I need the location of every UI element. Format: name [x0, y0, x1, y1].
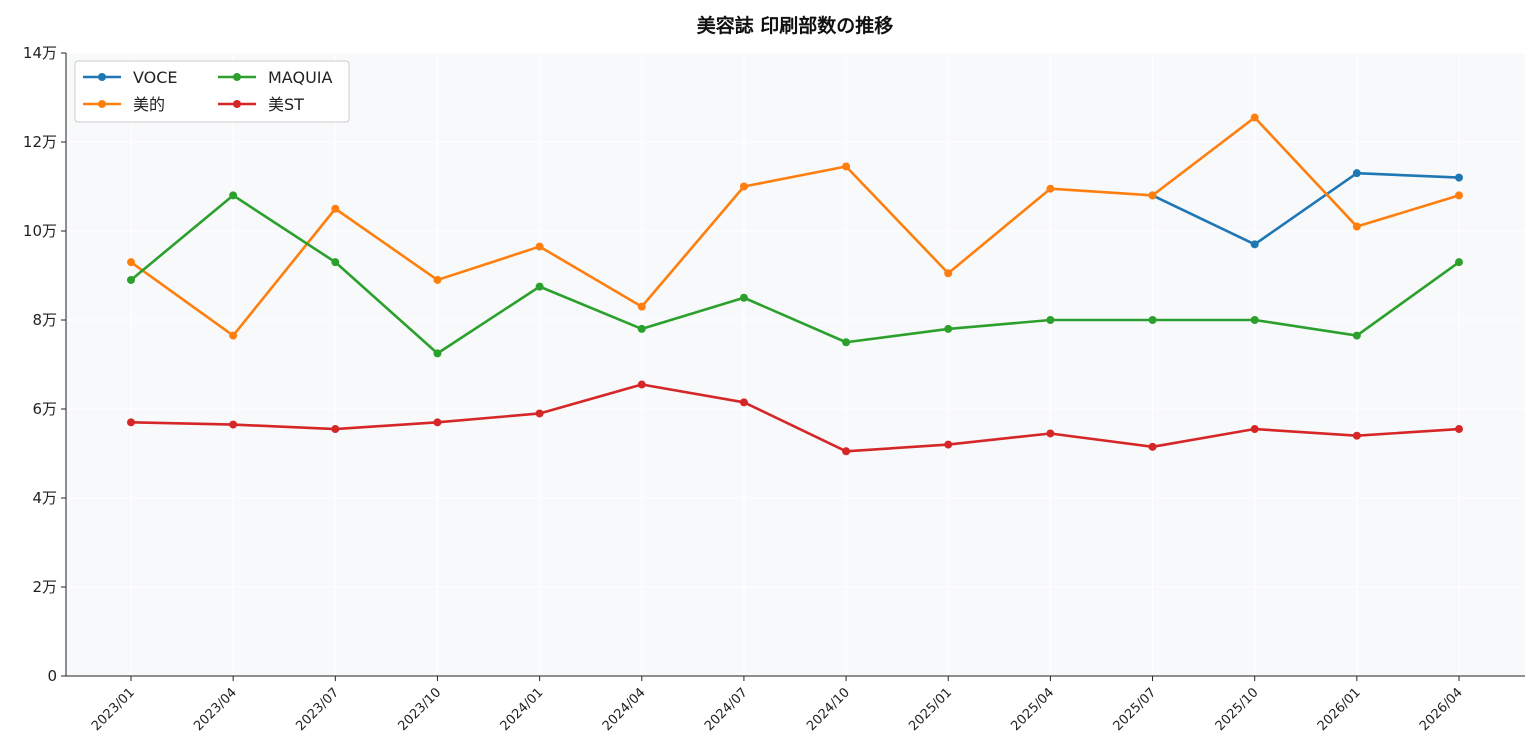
- data-point: [127, 418, 135, 427]
- data-point: [1148, 442, 1157, 451]
- y-tick-label: 8万: [32, 311, 57, 329]
- data-point: [535, 242, 544, 251]
- data-point: [1352, 431, 1361, 440]
- data-point: [739, 398, 748, 407]
- series-line: [129, 383, 1461, 453]
- series-line: [129, 194, 1461, 355]
- data-point: [127, 258, 135, 267]
- x-axis-ticks: 2023/01 2023/04 2023/07 2023/10 2024/01 2024/…: [89, 676, 1466, 734]
- data-point: [535, 409, 544, 418]
- x-tick-label: 2025/04: [1008, 685, 1057, 734]
- data-point: [1352, 331, 1361, 340]
- y-tick-label: 2万: [32, 578, 57, 596]
- legend-item: VOCE: [83, 68, 178, 87]
- data-point: [1046, 316, 1055, 324]
- data-point: [944, 269, 953, 278]
- data-point: [1352, 222, 1361, 231]
- data-point: [637, 302, 646, 311]
- data-point: [1250, 113, 1259, 122]
- series-line: [1151, 171, 1461, 246]
- x-tick-label: 2023/01: [89, 685, 138, 734]
- data-point: [1250, 240, 1259, 249]
- legend-item: MAQUIA: [218, 68, 332, 87]
- legend: VOCE 美的 MAQUIA 美ST: [74, 60, 350, 123]
- x-tick-label: 2026/01: [1315, 685, 1364, 734]
- chart-title: 美容誌 印刷部数の推移: [697, 14, 894, 37]
- x-tick-label: 2024/01: [498, 685, 547, 734]
- data-point: [1250, 425, 1259, 434]
- data-point: [1250, 316, 1259, 324]
- data-point: [331, 204, 340, 213]
- legend-swatch-marker: [233, 73, 241, 81]
- series-lines: [127, 113, 1463, 456]
- legend-item: 美ST: [218, 95, 304, 114]
- x-tick-label: 2025/01: [906, 685, 955, 734]
- data-point: [944, 440, 953, 449]
- y-tick-label: 6万: [32, 400, 57, 418]
- data-point: [433, 349, 442, 358]
- series-1: [127, 113, 1463, 340]
- x-tick-label: 2023/07: [293, 685, 342, 734]
- legend-swatch-marker: [98, 73, 106, 81]
- plot-area-background: [66, 53, 1525, 676]
- y-tick-label: 14万: [23, 44, 57, 62]
- x-tick-label: 2024/10: [804, 685, 853, 734]
- data-point: [1148, 191, 1157, 200]
- legend-item: 美的: [83, 95, 165, 114]
- data-point: [229, 331, 238, 340]
- legend-swatch-marker: [233, 100, 241, 108]
- series-line: [129, 116, 1461, 337]
- data-point: [1455, 258, 1463, 267]
- data-point: [229, 191, 238, 200]
- data-point: [842, 162, 851, 171]
- axes: [65, 53, 1525, 677]
- data-point: [1148, 316, 1157, 324]
- grid-lines: [66, 52, 1525, 677]
- data-point: [1455, 173, 1463, 182]
- data-point: [842, 447, 851, 456]
- data-point: [637, 324, 646, 333]
- data-point: [433, 418, 442, 427]
- x-tick-label: 2024/04: [600, 685, 649, 734]
- data-point: [1455, 425, 1463, 434]
- x-tick-label: 2023/04: [191, 685, 240, 734]
- data-point: [433, 275, 442, 284]
- legend-label: MAQUIA: [268, 68, 332, 87]
- data-point: [331, 425, 340, 434]
- data-point: [944, 324, 953, 333]
- data-point: [127, 275, 135, 284]
- data-point: [331, 258, 340, 267]
- data-point: [739, 293, 748, 302]
- data-point: [1046, 429, 1055, 438]
- x-tick-label: 2026/04: [1417, 685, 1466, 734]
- data-point: [637, 380, 646, 389]
- y-tick-label: 10万: [23, 222, 57, 240]
- data-point: [739, 182, 748, 191]
- series-3: [127, 380, 1463, 456]
- y-tick-label: 0: [47, 667, 57, 685]
- series-2: [127, 191, 1463, 358]
- data-point: [842, 338, 851, 347]
- x-tick-label: 2024/07: [702, 685, 751, 734]
- data-point: [229, 420, 238, 429]
- legend-label: VOCE: [133, 68, 178, 87]
- x-tick-label: 2025/07: [1111, 685, 1160, 734]
- legend-box: [74, 60, 350, 123]
- x-tick-label: 2023/10: [395, 685, 444, 734]
- data-point: [1046, 184, 1055, 193]
- y-tick-label: 4万: [32, 489, 57, 507]
- legend-label: 美ST: [268, 95, 304, 114]
- data-point: [1455, 191, 1463, 200]
- y-axis-ticks: 0 2万 4万 6万 8万 10万 12万 14万: [23, 44, 66, 685]
- legend-label: 美的: [133, 95, 165, 114]
- data-point: [535, 282, 544, 291]
- legend-swatch-marker: [98, 100, 106, 108]
- x-tick-label: 2025/10: [1213, 685, 1262, 734]
- data-point: [1352, 169, 1361, 178]
- y-tick-label: 12万: [23, 133, 57, 151]
